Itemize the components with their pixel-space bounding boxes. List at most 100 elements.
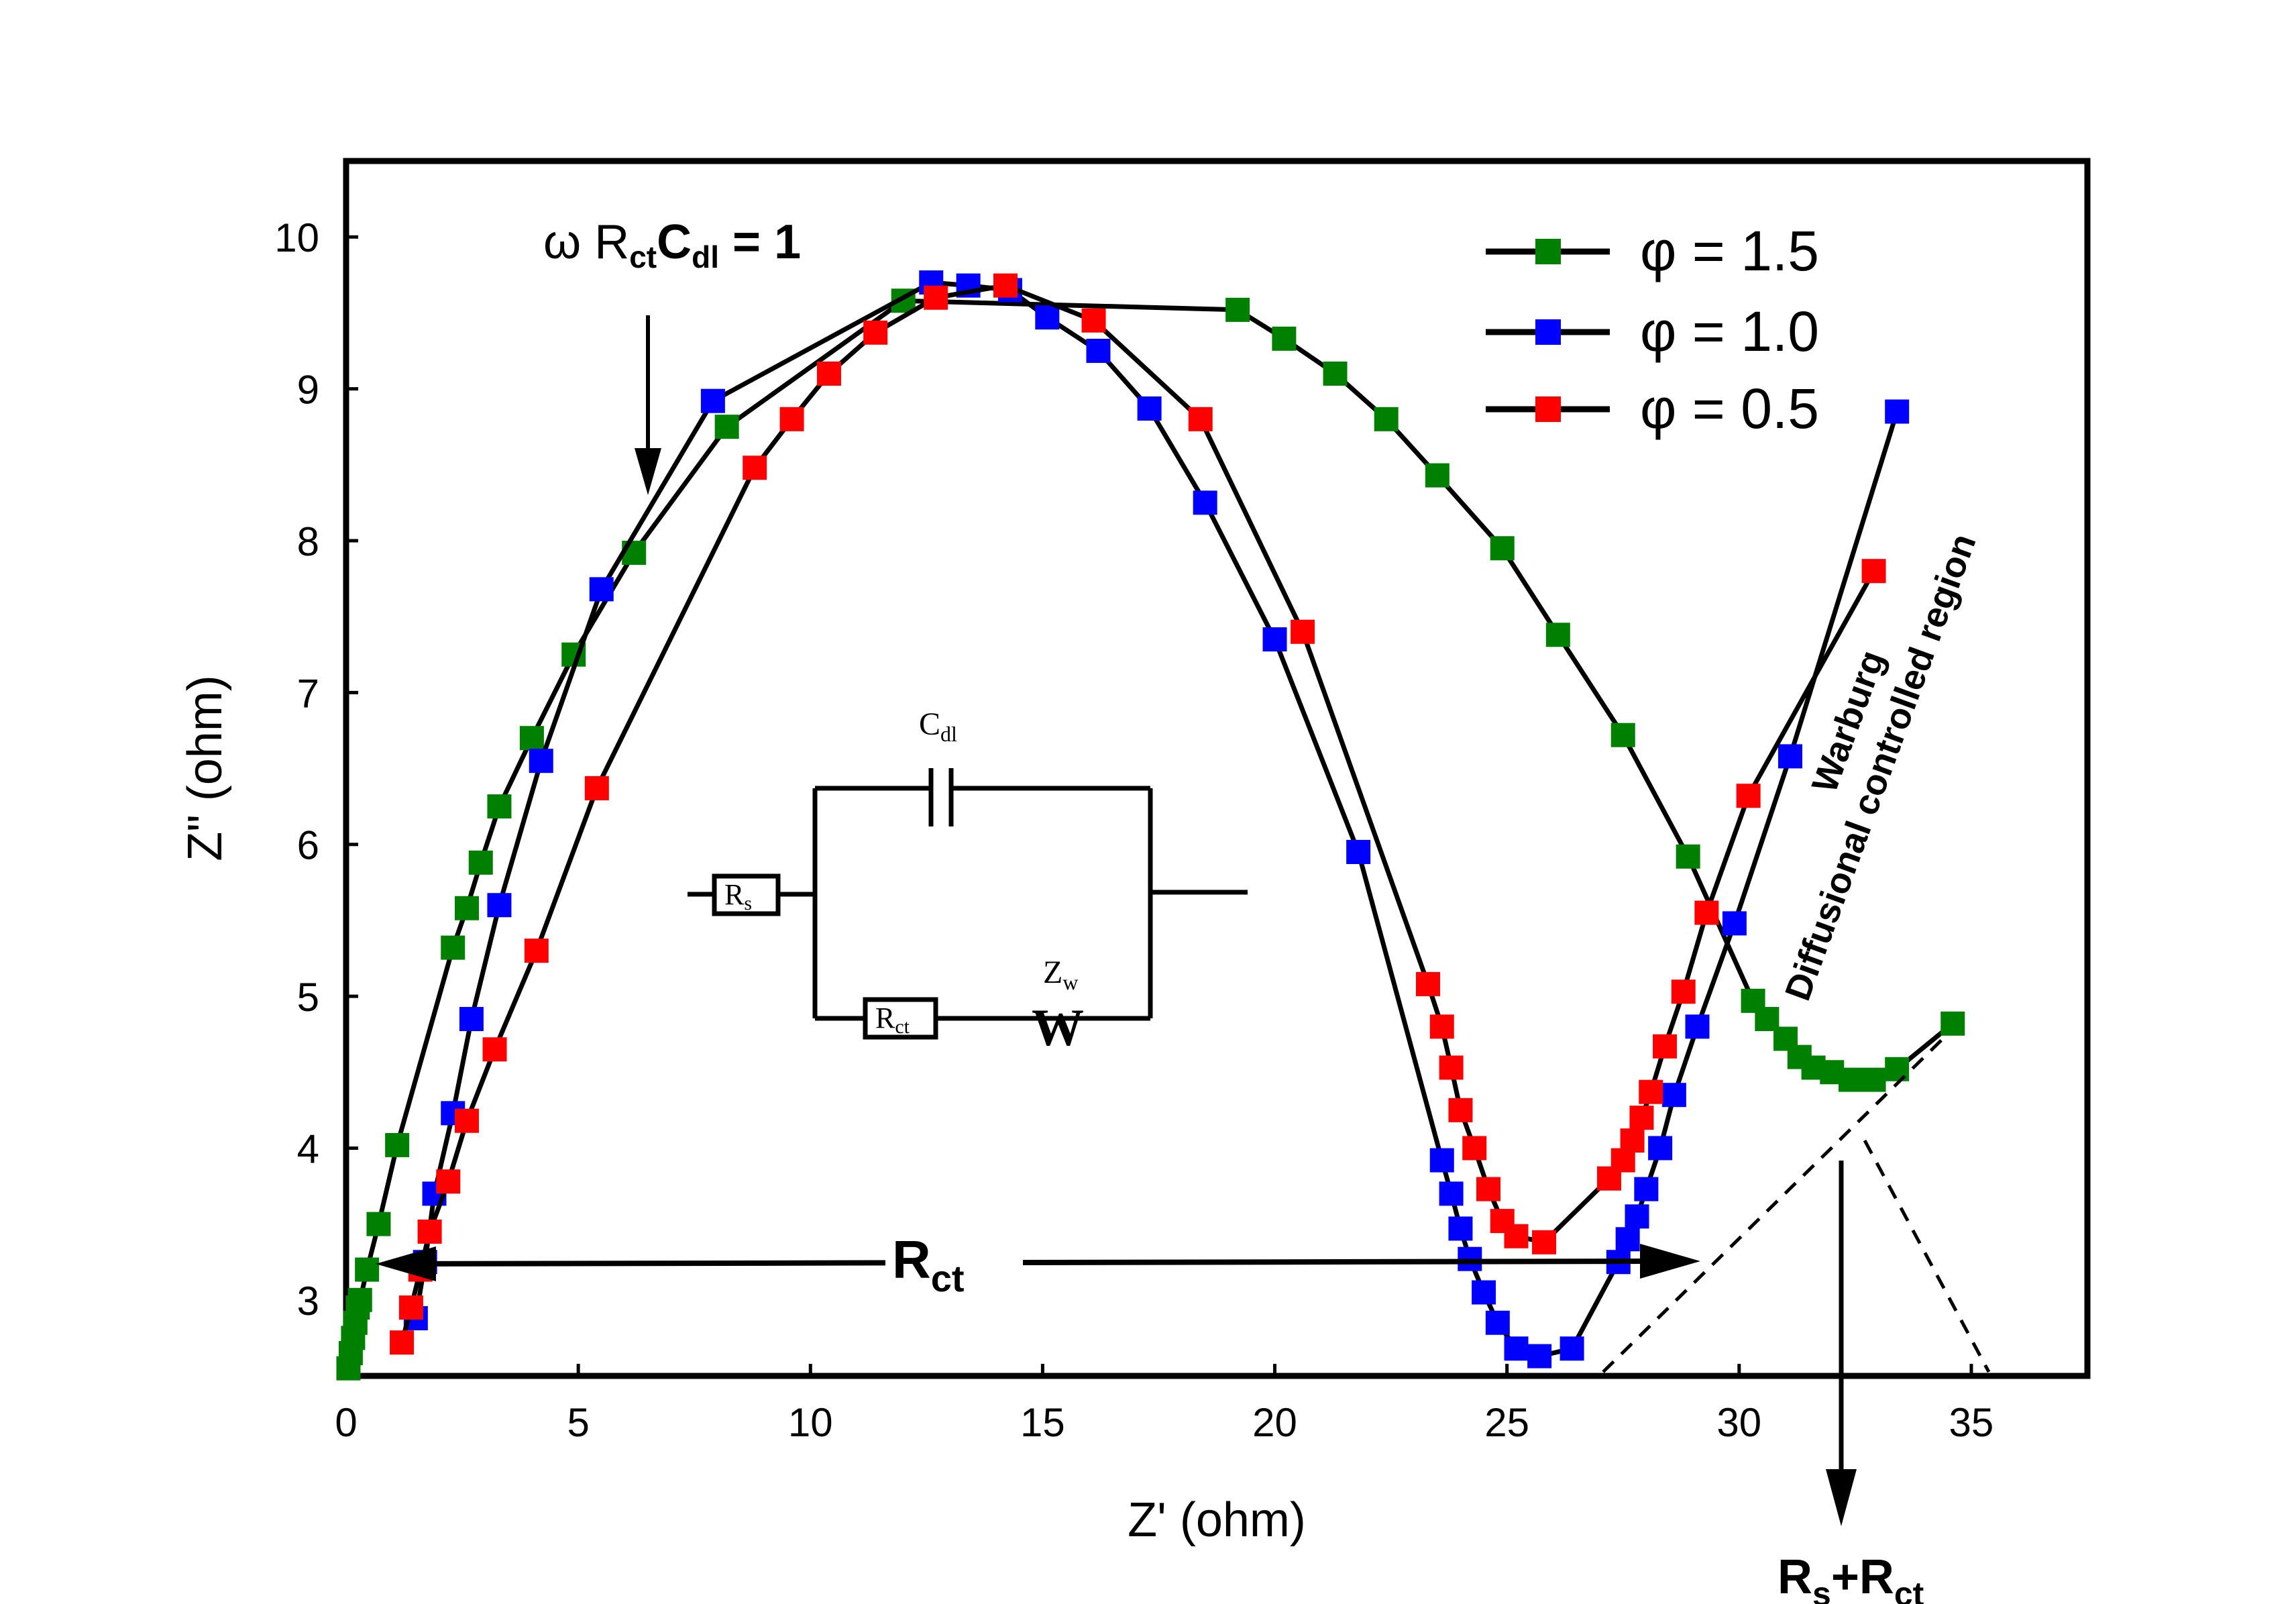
data-point	[385, 1132, 410, 1157]
series-layer	[336, 270, 1965, 1381]
data-point	[1625, 1204, 1649, 1229]
data-point	[1620, 1128, 1645, 1153]
data-point	[1722, 911, 1747, 936]
x-tick-label: 10	[788, 1400, 833, 1445]
data-point	[468, 850, 493, 875]
data-point	[1504, 1224, 1529, 1248]
data-point	[1504, 1336, 1529, 1361]
data-point	[1425, 463, 1450, 488]
data-point	[1671, 979, 1696, 1004]
data-point	[1532, 1230, 1557, 1254]
y-tick-label: 4	[297, 1126, 319, 1171]
data-point	[1648, 1136, 1673, 1161]
data-point	[1490, 536, 1515, 561]
data-point	[1653, 1034, 1678, 1059]
data-point	[1462, 1136, 1487, 1161]
cdl-label: Cdl	[919, 706, 957, 746]
legend-marker	[1535, 396, 1561, 422]
data-point	[1429, 1014, 1454, 1039]
data-point	[1485, 1310, 1510, 1335]
data-point	[1188, 407, 1213, 431]
data-point	[743, 456, 767, 480]
x-tick-label: 5	[567, 1400, 589, 1445]
data-point	[1137, 396, 1162, 421]
data-point	[1885, 399, 1910, 424]
data-point	[1086, 338, 1111, 363]
data-point	[482, 1037, 507, 1062]
data-point	[1639, 1079, 1663, 1104]
y-tick-label: 7	[297, 671, 319, 716]
data-point	[487, 893, 512, 918]
y-tick-label: 3	[297, 1279, 319, 1324]
data-point	[1476, 1177, 1500, 1201]
peak-arrowhead	[635, 448, 661, 495]
data-point	[1685, 1014, 1710, 1039]
series-phi-05	[390, 273, 1886, 1355]
data-point	[816, 361, 841, 386]
data-point	[454, 1108, 479, 1133]
data-point	[1545, 623, 1570, 647]
data-point	[1081, 308, 1106, 333]
data-point	[1615, 1227, 1640, 1252]
data-point	[1610, 723, 1635, 747]
w-label: W	[1032, 998, 1084, 1057]
data-point	[459, 1007, 484, 1032]
plot-frame	[343, 158, 2091, 1379]
y-tick-label: 6	[297, 823, 319, 868]
data-point	[1448, 1216, 1473, 1241]
data-point	[700, 388, 725, 413]
data-point	[1439, 1055, 1464, 1080]
data-point	[487, 794, 512, 819]
data-point	[436, 1169, 461, 1194]
warburg-extrapolation	[1602, 1035, 1947, 1373]
axes: Z' (ohm) Z" (ohm) 0 5 10 15 20 25 30 35 3 4 5 6 7 8 9 1…	[178, 215, 1993, 1547]
data-point	[1629, 1106, 1654, 1130]
data-point	[1346, 840, 1371, 865]
x-tick-label: 30	[1716, 1400, 1761, 1445]
data-point	[1225, 297, 1250, 322]
data-point	[398, 1295, 423, 1320]
data-point	[1472, 1280, 1496, 1305]
x-axis-label: Z' (ohm)	[1128, 1493, 1306, 1547]
data-point	[924, 285, 948, 310]
data-point	[1661, 1083, 1686, 1108]
data-point	[1429, 1148, 1454, 1173]
data-point	[1676, 844, 1700, 869]
x-tick-label: 0	[335, 1400, 357, 1445]
data-point	[1940, 1011, 1965, 1036]
data-point	[1193, 490, 1217, 515]
data-point	[390, 1330, 415, 1355]
circuit-labels: Rs Cdl Rct Zw W	[724, 706, 1084, 1057]
legend-entry: φ = 1.0	[1486, 300, 1819, 363]
rct-arrowhead-left	[376, 1246, 436, 1281]
y-tick-label: 5	[297, 975, 319, 1020]
data-point	[1374, 407, 1399, 431]
data-point	[714, 415, 739, 439]
data-point	[417, 1219, 442, 1244]
data-point	[1415, 971, 1440, 996]
data-point	[863, 320, 888, 345]
data-point	[524, 939, 549, 963]
rs-rct-label: Rs+Rct	[1778, 1550, 1924, 1604]
data-point	[529, 749, 553, 773]
legend-label: φ = 1.5	[1640, 219, 1819, 282]
data-point	[454, 896, 479, 920]
legend-label: φ = 0.5	[1640, 377, 1819, 440]
y-axis-label: Z" (ohm)	[178, 675, 232, 861]
x-tick-label: 20	[1252, 1400, 1297, 1445]
data-point	[1861, 559, 1886, 584]
data-point	[1035, 305, 1060, 330]
data-point	[1291, 619, 1315, 644]
data-point	[1694, 900, 1719, 925]
rct-resistor	[863, 997, 938, 1040]
data-point	[1439, 1181, 1464, 1206]
data-point	[993, 273, 1018, 298]
data-point	[1272, 326, 1297, 351]
data-point	[1262, 627, 1287, 652]
data-point	[366, 1212, 391, 1236]
data-point	[1736, 784, 1761, 808]
diffusion-region-label: Diffusional controlled region	[1778, 529, 1984, 1006]
legend-entry: φ = 0.5	[1486, 377, 1819, 440]
x-tick-label: 25	[1484, 1400, 1529, 1445]
semicircle-extrapolation	[1863, 1139, 1991, 1373]
